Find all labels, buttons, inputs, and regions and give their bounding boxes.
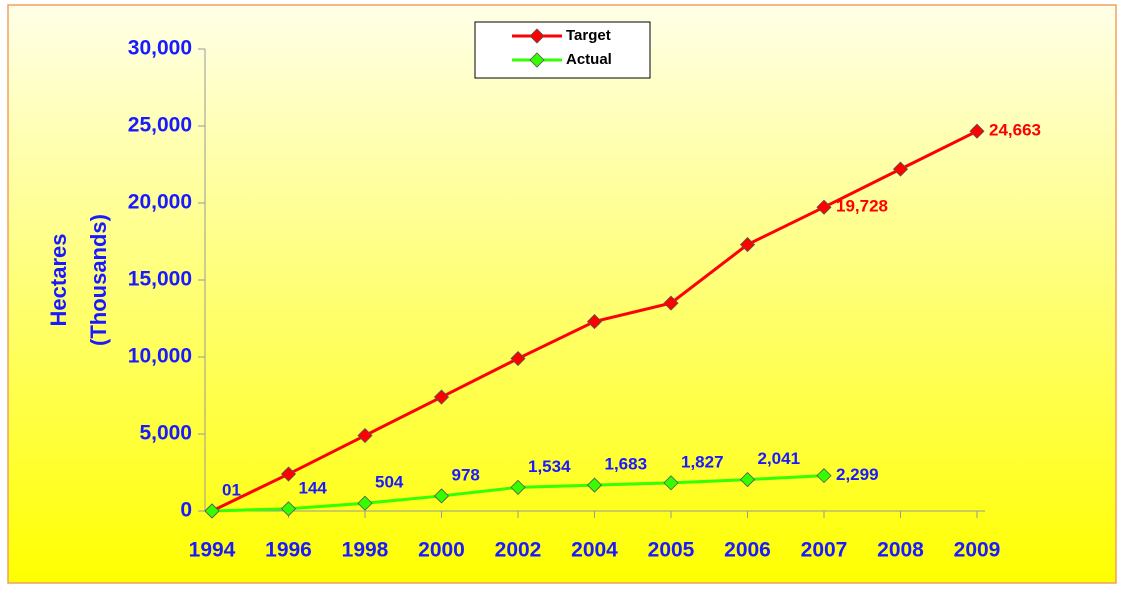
- point: [739, 237, 756, 253]
- data-label: 24,663: [989, 121, 1041, 140]
- data-label: 978: [452, 465, 480, 484]
- x-tick-label: 2005: [648, 539, 695, 562]
- point: [663, 475, 679, 491]
- y-label-line: Hectares: [46, 234, 71, 327]
- data-label: 01: [222, 480, 241, 499]
- y-tick-label: 10,000: [128, 345, 192, 368]
- x-tick-label: 1994: [189, 539, 236, 562]
- legend-label: Actual: [566, 51, 612, 68]
- x-tick-label: 2004: [571, 539, 618, 562]
- y-tick-label: 20,000: [128, 191, 192, 214]
- data-label: 504: [375, 473, 404, 492]
- point: [892, 161, 909, 177]
- y-label-line: (Thousands): [86, 214, 111, 346]
- data-label: 144: [299, 478, 328, 497]
- data-label: 1,534: [528, 457, 571, 476]
- x-tick-label: 1998: [342, 539, 389, 562]
- point: [357, 495, 373, 511]
- y-tick-label: 15,000: [128, 268, 192, 291]
- plot-background: [7, 4, 1117, 584]
- point: [969, 123, 985, 139]
- point: [204, 503, 220, 519]
- point: [816, 199, 832, 215]
- point: [280, 501, 297, 517]
- y-tick-label: 30,000: [128, 37, 192, 60]
- legend-label: Target: [566, 27, 611, 44]
- y-tick-label: 0: [180, 499, 192, 522]
- x-tick-label: 2009: [954, 539, 1001, 562]
- point: [586, 477, 603, 493]
- point: [510, 479, 526, 495]
- data-label: 19,728: [836, 197, 888, 216]
- data-label: 1,827: [681, 452, 724, 471]
- y-tick-label: 25,000: [128, 114, 192, 137]
- x-tick-label: 2002: [495, 539, 542, 562]
- y-tick-label: 5,000: [139, 422, 192, 445]
- point: [433, 389, 450, 405]
- point: [739, 472, 756, 488]
- x-tick-label: 2006: [724, 539, 771, 562]
- point: [433, 488, 450, 504]
- x-tick-label: 2008: [877, 539, 924, 562]
- legend: [474, 21, 651, 79]
- point: [280, 466, 297, 482]
- data-label: 1,683: [605, 455, 648, 474]
- x-tick-label: 2007: [801, 539, 848, 562]
- legend-marker: [529, 28, 545, 44]
- x-tick-label: 1996: [265, 539, 312, 562]
- data-label: 2,041: [758, 449, 801, 468]
- point: [510, 350, 526, 367]
- x-tick-label: 2000: [418, 539, 465, 562]
- data-label: 2,299: [836, 465, 879, 484]
- point: [357, 427, 373, 444]
- point: [586, 314, 603, 330]
- point: [663, 295, 679, 311]
- point: [816, 468, 832, 484]
- y-axis-title: Hectares (Thousands): [46, 214, 111, 346]
- legend-marker: [529, 52, 545, 68]
